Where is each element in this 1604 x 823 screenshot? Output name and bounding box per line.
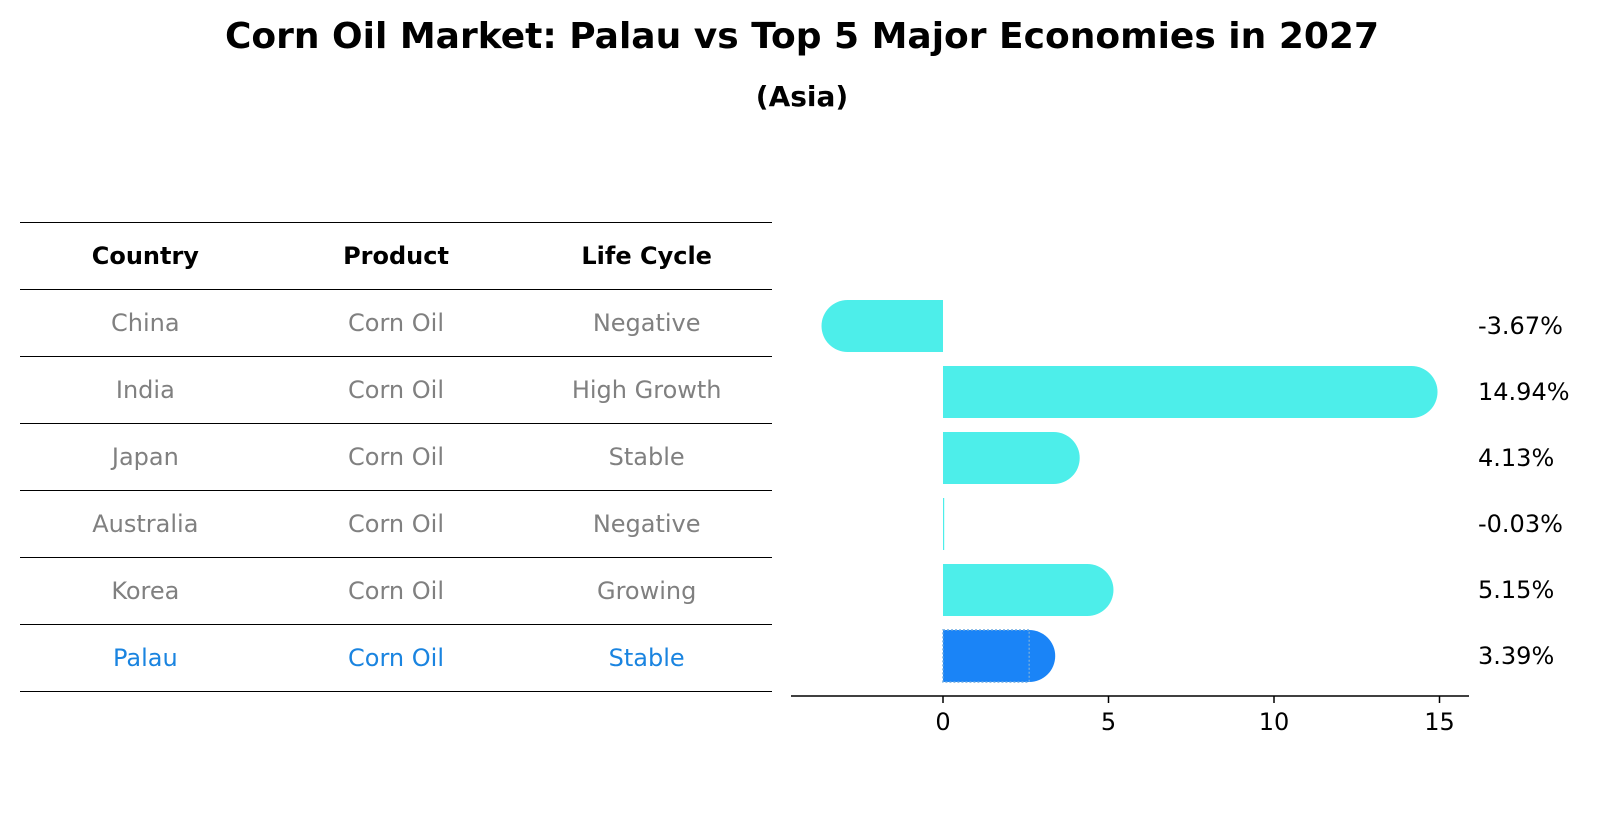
table-header-row: Country Product Life Cycle (20, 222, 772, 289)
cell-life-cycle: Stable (608, 644, 685, 672)
value-label-japan: 4.13% (1478, 444, 1554, 472)
x-tick-label: 0 (935, 708, 950, 736)
bar-india (943, 366, 1438, 418)
cell-product: Corn Oil (348, 510, 444, 538)
bar-japan (943, 432, 1080, 484)
value-label-palau: 3.39% (1478, 642, 1554, 670)
cell-life-cycle: Negative (592, 510, 701, 538)
cell-life-cycle: Stable (608, 443, 685, 471)
cell-product: Corn Oil (348, 376, 444, 404)
chart-title: Corn Oil Market: Palau vs Top 5 Major Ec… (224, 16, 1380, 57)
value-label-india: 14.94% (1478, 378, 1570, 406)
header-life-cycle: Life Cycle (581, 242, 712, 270)
cell-life-cycle: High Growth (571, 376, 722, 404)
table-row: India Corn Oil High Growth (20, 356, 772, 423)
bar-palau (943, 630, 1056, 682)
table-row: Japan Corn Oil Stable (20, 423, 772, 490)
header-country: Country (91, 242, 199, 270)
cell-product: Corn Oil (348, 309, 444, 337)
bar-korea (943, 564, 1114, 616)
cell-product: Corn Oil (348, 577, 444, 605)
bar-australia (943, 498, 945, 550)
cell-country: Korea (111, 577, 180, 605)
cell-product: Corn Oil (348, 443, 444, 471)
x-tick-label: 10 (1259, 708, 1290, 736)
value-label-korea: 5.15% (1478, 576, 1554, 604)
data-table: Country Product Life Cycle China Corn Oi… (20, 222, 772, 692)
bar-highlight-outline (942, 629, 1030, 683)
bar-china (821, 300, 943, 352)
header-product: Product (343, 242, 449, 270)
table-row: China Corn Oil Negative (20, 289, 772, 356)
value-label-china: -3.67% (1478, 312, 1563, 340)
cell-product: Corn Oil (348, 644, 444, 672)
table-row: Australia Corn Oil Negative (20, 490, 772, 557)
cell-country: Palau (112, 644, 178, 672)
x-tick-label: 5 (1101, 708, 1116, 736)
x-tick-label: 15 (1424, 708, 1455, 736)
table-row: Korea Corn Oil Growing (20, 557, 772, 624)
cell-country: India (115, 376, 175, 404)
cell-life-cycle: Negative (592, 309, 701, 337)
chart-subtitle: (Asia) (755, 80, 849, 113)
cell-country: China (111, 309, 180, 337)
cell-life-cycle: Growing (596, 577, 697, 605)
value-label-australia: -0.03% (1478, 510, 1563, 538)
cell-country: Australia (92, 510, 199, 538)
table-row-highlight: Palau Corn Oil Stable (20, 624, 772, 692)
cell-country: Japan (111, 443, 179, 471)
